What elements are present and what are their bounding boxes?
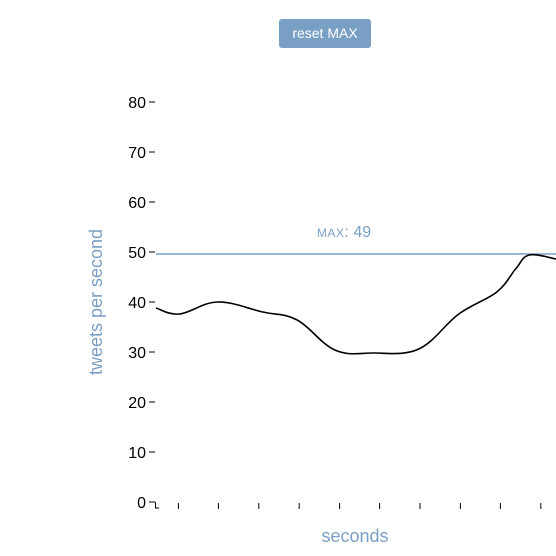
y-tick-label: 70 — [128, 145, 146, 162]
y-tick-label: 40 — [128, 295, 146, 312]
max-label-prefix: MAX — [317, 226, 345, 240]
y-tick-label: 20 — [128, 395, 146, 412]
y-tick-label: 10 — [128, 445, 146, 462]
max-label-value: 49 — [353, 224, 371, 241]
y-tick-label: 80 — [128, 95, 146, 112]
x-axis — [155, 502, 542, 509]
series-line — [155, 253, 556, 355]
y-tick-label: 50 — [128, 245, 146, 262]
y-tick-label: 30 — [128, 345, 146, 362]
y-tick-label: 0 — [137, 495, 146, 512]
y-axis: 0 10 20 30 40 50 60 70 80 — [128, 95, 155, 512]
y-axis-title: tweets per second — [86, 229, 106, 375]
max-label: MAX: 49 — [317, 224, 371, 241]
y-tick-label: 60 — [128, 195, 146, 212]
max-label-separator: : — [344, 224, 348, 241]
reset-max-button[interactable]: reset MAX — [279, 19, 371, 48]
x-axis-title: seconds — [321, 526, 388, 546]
